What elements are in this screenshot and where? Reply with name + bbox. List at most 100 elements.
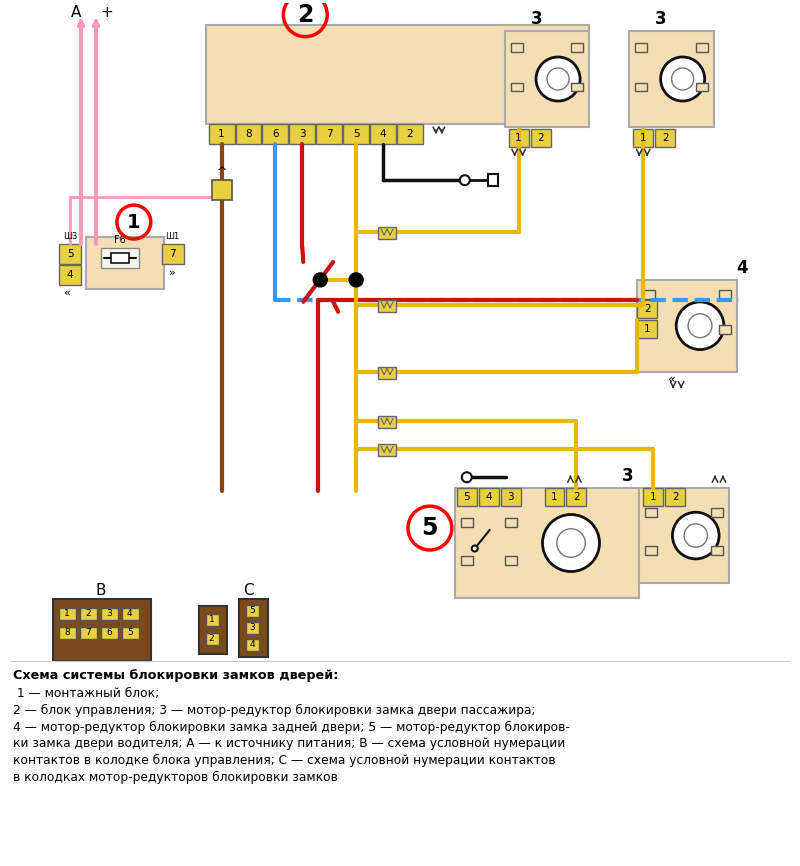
Bar	[101, 627, 118, 639]
Circle shape	[349, 273, 363, 287]
Text: 4: 4	[66, 270, 74, 280]
Bar	[370, 125, 396, 145]
Text: 2: 2	[209, 634, 214, 643]
Text: 5: 5	[127, 628, 133, 637]
Bar	[111, 253, 129, 263]
Bar	[122, 627, 139, 639]
Circle shape	[547, 68, 569, 90]
Bar	[59, 627, 76, 639]
Bar	[461, 556, 473, 565]
Text: 3: 3	[106, 610, 112, 618]
Text: А: А	[71, 5, 82, 20]
Bar	[719, 290, 731, 299]
Text: 7: 7	[85, 628, 91, 637]
Bar	[290, 125, 315, 145]
Bar	[719, 325, 731, 333]
Bar	[639, 488, 729, 583]
Bar	[461, 518, 473, 527]
Text: 4: 4	[486, 492, 492, 502]
Bar	[643, 488, 663, 506]
Text: 2: 2	[573, 492, 580, 502]
Bar	[162, 244, 184, 264]
Circle shape	[536, 57, 580, 101]
Bar	[509, 129, 529, 147]
Bar	[501, 488, 521, 506]
Text: 6: 6	[106, 628, 112, 637]
Text: 1: 1	[209, 615, 214, 624]
Bar	[545, 488, 565, 506]
Bar	[530, 129, 550, 147]
Bar	[655, 129, 675, 147]
Bar	[101, 248, 139, 268]
Bar	[635, 42, 647, 52]
Text: 5: 5	[353, 129, 359, 139]
Text: 5: 5	[463, 492, 470, 502]
Bar	[212, 180, 231, 200]
Bar	[488, 174, 498, 186]
Text: 1 — монтажный блок;: 1 — монтажный блок;	[14, 687, 159, 700]
Bar	[206, 614, 218, 626]
Circle shape	[661, 57, 705, 101]
Text: «: «	[668, 373, 676, 386]
Bar	[696, 82, 708, 92]
Text: ки замка двери водителя; А — к источнику питания; В — схема условной нумерации: ки замка двери водителя; А — к источнику…	[14, 738, 566, 751]
Text: 8: 8	[64, 628, 70, 637]
Text: в колодках мотор-редукторов блокировки замков: в колодках мотор-редукторов блокировки з…	[14, 772, 338, 785]
Text: 2: 2	[538, 133, 544, 144]
Bar	[571, 82, 583, 92]
Bar	[378, 417, 396, 429]
Bar	[505, 30, 590, 127]
Bar	[711, 508, 723, 517]
Bar	[378, 300, 396, 312]
Bar	[198, 606, 226, 654]
Text: F6: F6	[114, 235, 126, 245]
Text: 6: 6	[272, 129, 278, 139]
Circle shape	[314, 273, 327, 287]
Bar	[53, 599, 150, 661]
Text: 1: 1	[650, 492, 657, 502]
Bar	[711, 546, 723, 555]
Text: 2: 2	[662, 133, 669, 144]
Bar	[262, 125, 288, 145]
Bar	[246, 639, 259, 650]
Bar	[634, 129, 653, 147]
Text: 1: 1	[644, 324, 650, 333]
Text: 3: 3	[530, 10, 542, 28]
Text: 3: 3	[250, 624, 255, 632]
Bar	[635, 82, 647, 92]
Circle shape	[676, 302, 724, 350]
Circle shape	[462, 472, 472, 482]
Text: 5: 5	[250, 606, 255, 616]
Bar	[59, 265, 81, 285]
Bar	[696, 42, 708, 52]
Bar	[505, 518, 517, 527]
Text: 4: 4	[380, 129, 386, 139]
Text: 3: 3	[655, 10, 667, 28]
Bar	[101, 608, 118, 620]
Bar	[246, 604, 259, 617]
Bar	[378, 366, 396, 378]
Bar	[209, 125, 234, 145]
Bar	[638, 280, 737, 372]
Bar	[638, 320, 657, 338]
Text: +: +	[101, 5, 114, 20]
Bar	[378, 227, 396, 239]
Bar	[630, 30, 714, 127]
Text: 3: 3	[622, 468, 633, 485]
Text: 1: 1	[515, 133, 522, 144]
Text: «: «	[62, 288, 70, 298]
Text: »: »	[170, 268, 176, 278]
Bar	[80, 627, 97, 639]
Bar	[665, 488, 685, 506]
Bar	[478, 488, 498, 506]
Circle shape	[472, 546, 478, 552]
Text: 4: 4	[736, 259, 748, 277]
Text: В: В	[96, 584, 106, 598]
Bar	[59, 244, 81, 264]
Text: 2: 2	[672, 492, 678, 502]
Bar	[643, 325, 655, 333]
Bar	[206, 633, 218, 644]
Text: 2: 2	[406, 129, 414, 139]
Text: 1: 1	[551, 492, 558, 502]
Text: 4: 4	[250, 640, 255, 650]
